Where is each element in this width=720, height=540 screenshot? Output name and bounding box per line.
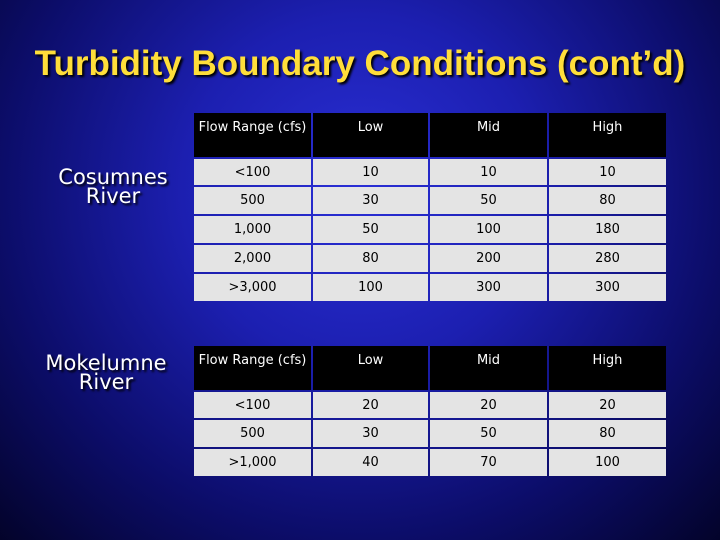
table-cell: 100: [313, 274, 428, 301]
table-cell: <100: [194, 159, 311, 185]
table-cell: 500: [194, 420, 311, 447]
table-cell: 30: [313, 187, 428, 214]
table-cell: 50: [430, 187, 547, 214]
slide-title: Turbidity Boundary Conditions (cont’d): [34, 44, 686, 83]
table-cell: 2,000: [194, 245, 311, 272]
header-low: Low: [313, 113, 428, 157]
table-cell: 10: [313, 159, 428, 185]
table-cell: <100: [194, 392, 311, 418]
header-mid: Mid: [430, 113, 547, 157]
mokelumne-label-line1: Mokelumne: [45, 351, 167, 375]
table-cell: 200: [430, 245, 547, 272]
table-cell: 30: [313, 420, 428, 447]
table-cell: 1,000: [194, 216, 311, 243]
table-header-row: Flow Range (cfs) Low Mid High: [194, 346, 666, 390]
table-cell: 80: [549, 187, 666, 214]
table-cell: 20: [313, 392, 428, 418]
table-row: 500 30 50 80: [194, 187, 666, 214]
table-row: 2,000 80 200 280: [194, 245, 666, 272]
table-cell: 20: [549, 392, 666, 418]
cosumnes-label-line2: River: [85, 184, 141, 208]
table-cell: 300: [430, 274, 547, 301]
table-cell: 50: [313, 216, 428, 243]
mokelumne-table: Flow Range (cfs) Low Mid High <100 20 20…: [192, 344, 668, 478]
table-cell: 50: [430, 420, 547, 447]
table-header-row: Flow Range (cfs) Low Mid High: [194, 113, 666, 157]
table-cell: 80: [549, 420, 666, 447]
mokelumne-river-label: Mokelumne River: [36, 351, 176, 394]
table-cell: >1,000: [194, 449, 311, 476]
table-cell: 70: [430, 449, 547, 476]
mokelumne-label-line2: River: [78, 370, 134, 394]
table-row: <100 10 10 10: [194, 159, 666, 185]
table-cell: 10: [549, 159, 666, 185]
table-cell: 40: [313, 449, 428, 476]
header-flow-range: Flow Range (cfs): [194, 346, 311, 390]
table-cell: 280: [549, 245, 666, 272]
table-cell: 180: [549, 216, 666, 243]
header-flow-range: Flow Range (cfs): [194, 113, 311, 157]
table-cell: 100: [549, 449, 666, 476]
header-high: High: [549, 113, 666, 157]
table-row: >3,000 100 300 300: [194, 274, 666, 301]
table-cell: 10: [430, 159, 547, 185]
table-cell: 500: [194, 187, 311, 214]
table-cell: >3,000: [194, 274, 311, 301]
header-low: Low: [313, 346, 428, 390]
table-row: 500 30 50 80: [194, 420, 666, 447]
table-cell: 100: [430, 216, 547, 243]
cosumnes-river-label: Cosumnes River: [48, 165, 178, 208]
header-mid: Mid: [430, 346, 547, 390]
table-cell: 80: [313, 245, 428, 272]
header-high: High: [549, 346, 666, 390]
table-cell: 300: [549, 274, 666, 301]
table-cell: 20: [430, 392, 547, 418]
cosumnes-label-line1: Cosumnes: [58, 165, 168, 189]
table-row: <100 20 20 20: [194, 392, 666, 418]
table-row: 1,000 50 100 180: [194, 216, 666, 243]
table-row: >1,000 40 70 100: [194, 449, 666, 476]
cosumnes-table: Flow Range (cfs) Low Mid High <100 10 10…: [192, 111, 668, 303]
